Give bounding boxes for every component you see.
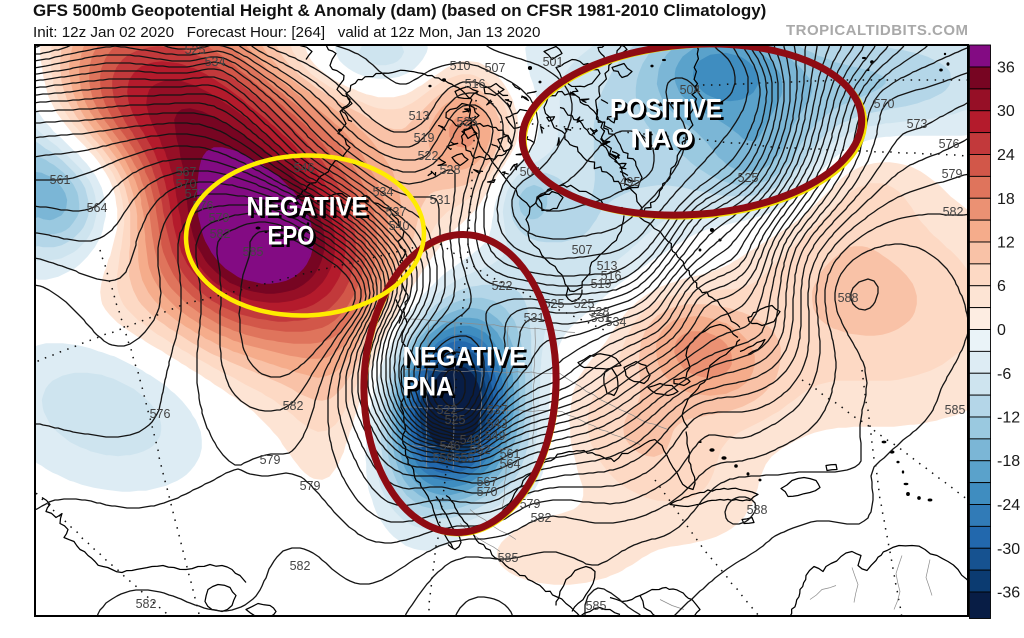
svg-text:-12: -12 bbox=[997, 410, 1020, 427]
svg-text:36: 36 bbox=[997, 60, 1015, 77]
svg-text:-6: -6 bbox=[997, 366, 1011, 383]
svg-text:EPO: EPO bbox=[268, 221, 315, 251]
svg-text:-18: -18 bbox=[997, 453, 1020, 470]
svg-text:516: 516 bbox=[601, 269, 622, 283]
svg-text:579: 579 bbox=[300, 479, 321, 493]
svg-text:561: 561 bbox=[50, 173, 71, 187]
svg-text:582: 582 bbox=[210, 227, 231, 241]
svg-text:582: 582 bbox=[290, 559, 311, 573]
svg-text:543: 543 bbox=[487, 417, 508, 431]
svg-text:579: 579 bbox=[520, 497, 541, 511]
svg-text:570: 570 bbox=[176, 177, 197, 191]
svg-text:555: 555 bbox=[454, 451, 475, 465]
svg-text:507: 507 bbox=[572, 243, 593, 257]
svg-text:6: 6 bbox=[997, 278, 1006, 295]
svg-text:528: 528 bbox=[589, 305, 610, 319]
svg-text:573: 573 bbox=[907, 117, 928, 131]
svg-text:24: 24 bbox=[997, 147, 1015, 164]
svg-text:0: 0 bbox=[997, 322, 1006, 339]
svg-text:522: 522 bbox=[418, 149, 439, 163]
svg-text:576: 576 bbox=[939, 137, 960, 151]
svg-text:519: 519 bbox=[414, 131, 435, 145]
svg-text:576: 576 bbox=[150, 407, 171, 421]
svg-text:582: 582 bbox=[943, 205, 964, 219]
svg-text:NEGATIVE: NEGATIVE bbox=[405, 344, 528, 374]
svg-text:546: 546 bbox=[440, 439, 461, 453]
svg-text:525: 525 bbox=[574, 297, 595, 311]
svg-text:537: 537 bbox=[386, 205, 407, 219]
svg-text:525: 525 bbox=[445, 413, 466, 427]
svg-text:582: 582 bbox=[283, 399, 304, 413]
svg-text:NAO: NAO bbox=[633, 126, 696, 156]
svg-text:567: 567 bbox=[477, 475, 498, 489]
svg-text:-30: -30 bbox=[997, 541, 1020, 558]
svg-text:561: 561 bbox=[500, 447, 521, 461]
svg-text:18: 18 bbox=[997, 191, 1015, 208]
svg-text:525: 525 bbox=[544, 297, 565, 311]
svg-text:501: 501 bbox=[543, 55, 564, 69]
svg-text:549: 549 bbox=[485, 429, 506, 443]
svg-text:588: 588 bbox=[838, 291, 859, 305]
svg-text:510: 510 bbox=[450, 59, 471, 73]
svg-text:534: 534 bbox=[205, 55, 226, 69]
svg-text:558: 558 bbox=[433, 451, 454, 465]
svg-text:552: 552 bbox=[470, 443, 491, 457]
svg-text:POSITIVE: POSITIVE bbox=[610, 94, 722, 124]
svg-text:522: 522 bbox=[492, 279, 513, 293]
svg-text:525: 525 bbox=[457, 115, 478, 129]
svg-text:522: 522 bbox=[437, 403, 458, 417]
svg-text:513: 513 bbox=[597, 259, 618, 273]
svg-text:NAO: NAO bbox=[631, 124, 694, 154]
svg-text:531: 531 bbox=[524, 311, 545, 325]
svg-text:531: 531 bbox=[430, 193, 451, 207]
svg-text:525: 525 bbox=[185, 44, 206, 57]
svg-text:588: 588 bbox=[747, 503, 768, 517]
svg-text:537: 537 bbox=[487, 403, 508, 417]
svg-text:POSITIVE: POSITIVE bbox=[613, 96, 725, 126]
svg-text:NEGATIVE: NEGATIVE bbox=[247, 192, 368, 222]
svg-text:EPO: EPO bbox=[270, 223, 317, 253]
svg-text:504: 504 bbox=[680, 83, 701, 97]
svg-text:519: 519 bbox=[591, 277, 612, 291]
svg-text:579: 579 bbox=[942, 167, 963, 181]
svg-text:540: 540 bbox=[389, 219, 410, 233]
svg-text:570: 570 bbox=[874, 97, 895, 111]
svg-text:564: 564 bbox=[87, 201, 108, 215]
svg-text:PNA: PNA bbox=[405, 374, 456, 404]
svg-text:NEGATIVE: NEGATIVE bbox=[249, 194, 370, 224]
svg-text:516: 516 bbox=[465, 77, 486, 91]
svg-text:507: 507 bbox=[485, 61, 506, 75]
svg-text:-36: -36 bbox=[997, 585, 1020, 602]
svg-text:513: 513 bbox=[409, 109, 430, 123]
svg-text:579: 579 bbox=[260, 453, 281, 467]
svg-text:570: 570 bbox=[477, 485, 498, 499]
svg-text:12: 12 bbox=[997, 235, 1015, 252]
svg-text:585: 585 bbox=[945, 403, 966, 417]
svg-text:585: 585 bbox=[586, 599, 607, 613]
svg-text:525: 525 bbox=[738, 171, 759, 185]
svg-text:-24: -24 bbox=[997, 497, 1020, 514]
svg-text:579: 579 bbox=[209, 211, 230, 225]
svg-text:546: 546 bbox=[294, 161, 315, 175]
svg-text:582: 582 bbox=[136, 597, 157, 611]
svg-text:567: 567 bbox=[176, 165, 197, 179]
svg-text:534: 534 bbox=[606, 315, 627, 329]
svg-text:30: 30 bbox=[997, 103, 1015, 120]
svg-text:540: 540 bbox=[460, 433, 481, 447]
svg-text:585: 585 bbox=[498, 551, 519, 565]
svg-text:582: 582 bbox=[531, 511, 552, 525]
svg-text:531: 531 bbox=[591, 311, 612, 325]
svg-text:495: 495 bbox=[620, 175, 641, 189]
svg-text:PNA: PNA bbox=[403, 372, 454, 402]
svg-text:585: 585 bbox=[243, 245, 264, 259]
svg-text:534: 534 bbox=[373, 185, 394, 199]
svg-text:NEGATIVE: NEGATIVE bbox=[403, 342, 526, 372]
svg-text:564: 564 bbox=[500, 457, 521, 471]
svg-text:528: 528 bbox=[440, 163, 461, 177]
